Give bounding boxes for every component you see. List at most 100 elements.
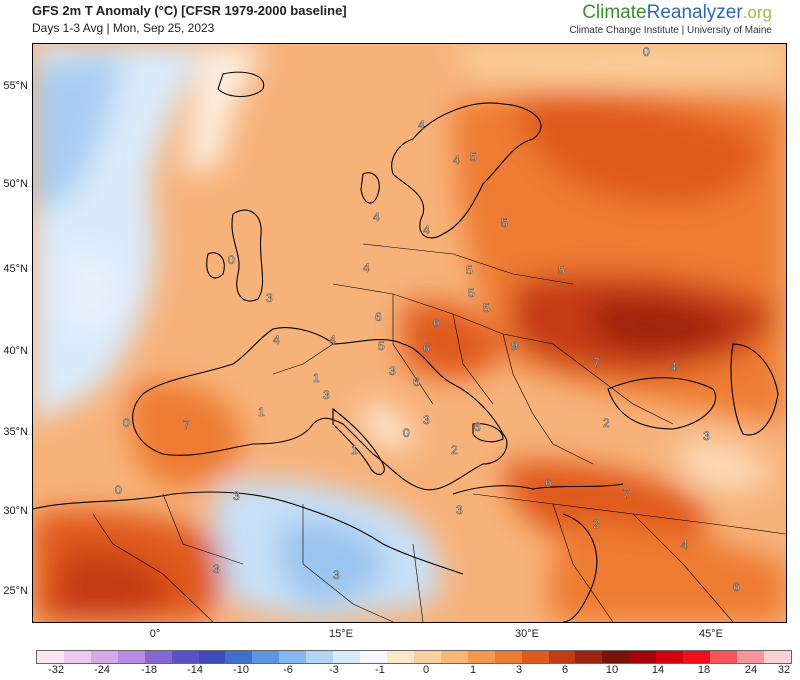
colorbar-tick-label: -10 [233,664,249,676]
anomaly-field [33,44,786,622]
lon-label: 0° [149,628,161,640]
anomaly-value-label: 7 [593,356,600,370]
anomaly-value-label: 3 [323,388,330,402]
brand-name: ClimateReanalyzer.org [582,2,772,23]
anomaly-value-label: 5 [466,263,473,277]
anomaly-value-label: 2 [603,416,610,430]
anomaly-value-label: 2 [593,517,600,531]
anomaly-value-label: 5 [468,286,475,300]
colorbar-swatch [736,651,764,663]
anomaly-value-label: 4 [681,538,688,552]
colorbar-swatch [710,651,737,663]
lon-label: 30°E [515,628,539,640]
anomaly-value-label: 5 [378,339,385,353]
anomaly-value-label: 5 [483,301,490,315]
anomaly-value-label: 6 [423,341,430,355]
anomaly-value-label: 3 [233,489,240,503]
colorbar-tick-label: -24 [94,664,110,676]
anomaly-value-label: 2 [451,443,458,457]
colorbar-swatch [521,651,549,663]
anomaly-value-label: 3 [456,503,463,517]
colorbar-tick-label: 14 [651,664,665,676]
lon-label: 45°E [699,628,723,640]
lat-label: 50°N [3,178,28,190]
anomaly-value-label: 4 [373,210,380,224]
anomaly-value-label: 0 [115,483,122,497]
colorbar-tick-label: -6 [283,664,293,676]
lat-label: 40°N [3,345,28,357]
anomaly-value-label: 3 [703,429,710,443]
anomaly-value-label: 4 [453,153,460,167]
anomaly-value-label: 4 [329,333,336,347]
anomaly-value-label: 1 [351,443,358,457]
lat-label: 45°N [3,263,28,275]
anomaly-value-label: 6 [375,310,382,324]
brand-logo[interactable]: ClimateReanalyzer.org Climate Change Ins… [569,2,772,36]
brand-tagline: Climate Change Institute | University of… [569,25,772,36]
lat-label: 30°N [3,505,28,517]
colorbar-swatch [763,651,791,663]
anomaly-value-label: 3 [266,291,273,305]
colorbar-tick-label: -1 [375,664,385,676]
anomaly-value-label: 4 [423,223,430,237]
colorbar-swatch [279,651,307,663]
anomaly-value-label: 3 [423,413,430,427]
colorbar-swatch [629,651,657,663]
map-subtitle: Days 1-3 Avg | Mon, Sep 25, 2023 [32,21,215,35]
anomaly-value-label: 0 [228,253,235,267]
colorbar-swatch [90,651,118,663]
anomaly-value-label: 6 [413,375,420,389]
colorbar-swatch [656,651,684,663]
anomaly-value-label: 1 [313,371,320,385]
country-borders [92,243,786,622]
map-title: GFS 2m T Anomaly (°C) [CFSR 1979-2000 ba… [32,3,347,18]
lat-label: 55°N [3,80,28,92]
anomaly-value-label: 7 [623,487,630,501]
anomaly-value-label: 3 [389,364,396,378]
colorbar-swatch [144,651,172,663]
colorbar-swatch [683,651,711,663]
colorbar-swatch [63,651,91,663]
coastlines [33,71,779,622]
colorbar [36,650,792,664]
colorbar-tick-label: 32 [777,664,791,676]
anomaly-value-label: 1 [258,405,265,419]
anomaly-value-label: 4 [670,360,677,374]
colorbar-tick-label: -14 [187,664,203,676]
colorbar-tick-label: -3 [329,664,339,676]
anomaly-value-label: 6 [474,420,481,434]
colorbar-swatch [333,651,361,663]
colorbar-swatch [306,651,334,663]
anomaly-value-label: 6 [733,580,740,594]
colorbar-labels: -32 -24 -18 -14 -10 -6 -3 -1 0 1 3 6 10 14 18 24 32 [36,664,790,678]
colorbar-tick-label: -32 [48,664,64,676]
anomaly-value-label: 9 [511,339,518,353]
lon-label: 15°E [329,628,353,640]
anomaly-value-label: 4 [363,261,370,275]
colorbar-swatch [198,651,226,663]
colorbar-tick-label: 0 [422,664,430,676]
colorbar-tick-label: -18 [141,664,157,676]
lat-label: 35°N [3,426,28,438]
anomaly-value-label: 6 [545,476,552,490]
colorbar-swatch [602,651,630,663]
anomaly-value-label: 6 [433,316,440,330]
colorbar-tick-label: 24 [744,664,758,676]
anomaly-value-label: 0 [403,426,410,440]
colorbar-swatch [440,651,468,663]
anomaly-value-label: 0 [123,416,130,430]
colorbar-swatch [252,651,280,663]
colorbar-swatch [575,651,603,663]
colorbar-swatch [494,651,522,663]
colorbar-tick-label: 18 [697,664,711,676]
colorbar-swatch [117,651,145,663]
colorbar-tick-label: 1 [469,664,477,676]
anomaly-value-label: 5 [558,263,565,277]
anomaly-value-label: 5 [501,216,508,230]
colorbar-tick-label: 10 [605,664,619,676]
anomaly-value-label: 3 [213,562,220,576]
anomaly-value-label: 0 [643,45,650,59]
